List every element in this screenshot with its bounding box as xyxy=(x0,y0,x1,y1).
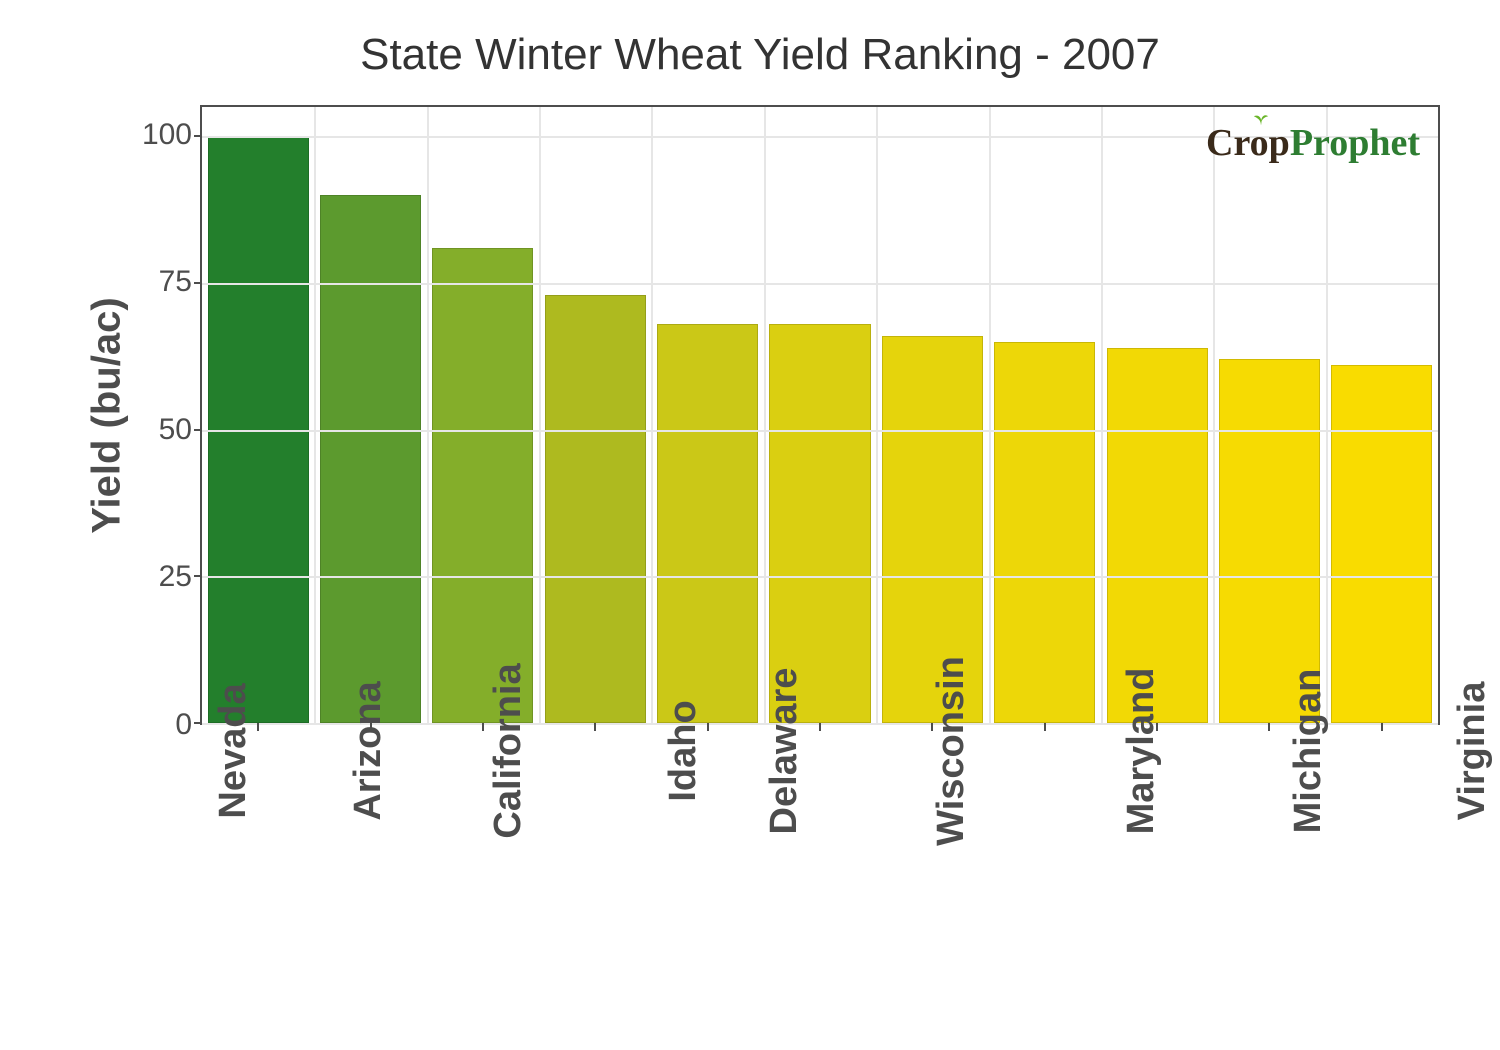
y-axis-label: Yield (bu/ac) xyxy=(85,297,130,533)
y-axis-label-wrap: Yield (bu/ac) xyxy=(80,105,135,725)
x-tick-label: Virginia xyxy=(1451,682,1494,821)
bar-slot xyxy=(202,107,314,723)
gridline-v xyxy=(1326,107,1328,723)
gridline-v xyxy=(427,107,429,723)
bar xyxy=(432,248,533,723)
bar xyxy=(769,324,870,723)
x-tick-mark xyxy=(1268,723,1270,731)
logo-text-prophet: Prophet xyxy=(1290,122,1420,164)
bar xyxy=(320,195,421,723)
gridline-v xyxy=(314,107,316,723)
x-tick-mark xyxy=(1381,723,1383,731)
y-tick-label: 0 xyxy=(175,708,192,742)
bar xyxy=(994,342,1095,723)
x-tick-mark xyxy=(1044,723,1046,731)
bar-slot xyxy=(1101,107,1213,723)
y-tick-label: 50 xyxy=(159,413,192,447)
x-tick-mark xyxy=(594,723,596,731)
bar xyxy=(657,324,758,723)
x-tick-label: Idaho xyxy=(662,700,705,801)
gridline-h xyxy=(202,283,1438,285)
y-axis-ticks: 0255075100 xyxy=(135,105,200,725)
bars-layer xyxy=(202,107,1438,723)
y-tick-mark xyxy=(194,282,202,284)
x-tick-label: Nevada xyxy=(212,683,255,818)
bar xyxy=(1331,365,1432,723)
gridline-v xyxy=(764,107,766,723)
bar-slot xyxy=(314,107,426,723)
bar-slot xyxy=(1213,107,1325,723)
x-tick-label: Maryland xyxy=(1120,668,1163,835)
plot-area: CropProphet xyxy=(200,105,1440,725)
y-tick-mark xyxy=(194,429,202,431)
bar-slot xyxy=(651,107,763,723)
x-tick: Virginia xyxy=(1439,725,1500,786)
logo-text-crop: Crop xyxy=(1206,122,1290,164)
x-axis-ticks: NevadaArizonaCaliforniaIdahoDelawareWisc… xyxy=(200,725,1440,786)
sprout-icon xyxy=(1252,110,1270,126)
bar xyxy=(545,295,646,723)
chart-title: State Winter Wheat Yield Ranking - 2007 xyxy=(80,30,1440,80)
x-tick: Michigan xyxy=(1275,725,1440,786)
y-tick-label: 75 xyxy=(159,265,192,299)
x-tick: Wisconsin xyxy=(918,725,1108,786)
gridline-h xyxy=(202,576,1438,578)
y-tick-label: 25 xyxy=(159,560,192,594)
gridline-v xyxy=(876,107,878,723)
gridline-v xyxy=(651,107,653,723)
gridline-v xyxy=(539,107,541,723)
x-tick: Nevada xyxy=(200,725,335,786)
y-tick-mark xyxy=(194,135,202,137)
x-tick: Arizona xyxy=(335,725,474,786)
plot-row: Yield (bu/ac) 0255075100 CropProphet xyxy=(80,105,1440,725)
x-tick: California xyxy=(475,725,650,786)
bar-slot xyxy=(1326,107,1438,723)
chart-container: State Winter Wheat Yield Ranking - 2007 … xyxy=(0,0,1500,1050)
x-tick-mark xyxy=(707,723,709,731)
gridline-v xyxy=(1213,107,1215,723)
bar-slot xyxy=(764,107,876,723)
x-tick-label: Delaware xyxy=(763,668,806,835)
x-tick-label: California xyxy=(487,663,530,838)
y-tick-label: 100 xyxy=(142,118,192,152)
y-tick-mark xyxy=(194,575,202,577)
bar-slot xyxy=(989,107,1101,723)
x-tick: Maryland xyxy=(1108,725,1275,786)
brand-logo: CropProphet xyxy=(1206,121,1420,165)
x-tick-label: Arizona xyxy=(347,681,390,820)
bar-slot xyxy=(876,107,988,723)
y-tick-mark xyxy=(194,722,202,724)
bar-slot xyxy=(427,107,539,723)
gridline-v xyxy=(1101,107,1103,723)
x-tick-mark xyxy=(819,723,821,731)
gridline-v xyxy=(989,107,991,723)
x-tick-label: Wisconsin xyxy=(930,656,973,846)
x-tick-label: Michigan xyxy=(1287,669,1330,834)
x-tick-mark xyxy=(257,723,259,731)
x-tick: Delaware xyxy=(751,725,918,786)
bar-slot xyxy=(539,107,651,723)
x-tick-mark xyxy=(482,723,484,731)
gridline-h xyxy=(202,430,1438,432)
x-tick: Idaho xyxy=(650,725,751,786)
